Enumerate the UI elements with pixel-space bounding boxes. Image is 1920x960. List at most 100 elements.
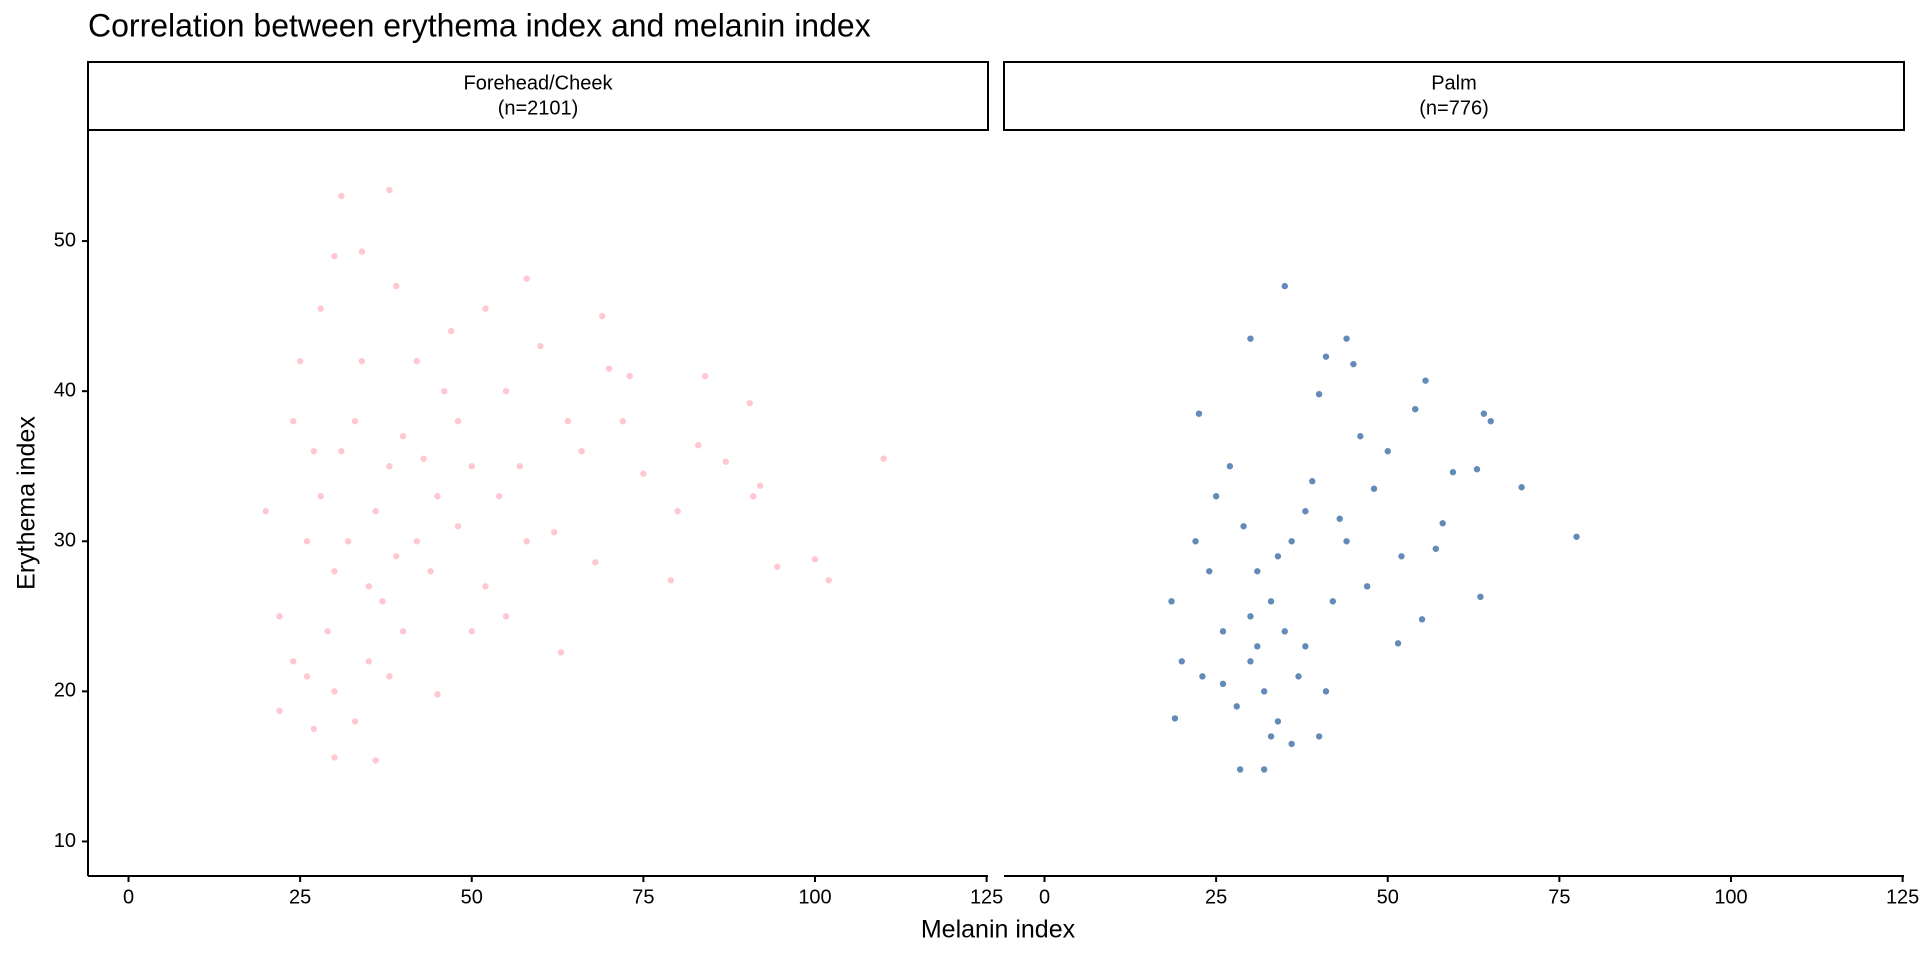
point	[750, 493, 757, 500]
point	[1418, 616, 1426, 623]
point	[351, 417, 359, 425]
point	[386, 673, 393, 680]
point	[365, 658, 372, 665]
point	[1236, 766, 1244, 773]
point	[1322, 353, 1330, 360]
y-tick-label: 10	[54, 830, 76, 852]
point	[399, 628, 407, 635]
point	[1281, 628, 1288, 635]
point	[640, 470, 647, 477]
x-tick-label: 0	[1039, 886, 1050, 908]
point	[1487, 417, 1494, 425]
point	[351, 718, 359, 725]
point	[276, 707, 283, 715]
point	[1449, 469, 1457, 476]
point	[399, 433, 407, 440]
y-tick-label: 30	[54, 530, 76, 552]
point	[331, 754, 338, 761]
point	[344, 538, 352, 545]
point	[1573, 533, 1580, 540]
y-tick-label: 40	[54, 379, 76, 401]
point	[537, 342, 544, 350]
point	[262, 508, 270, 515]
point	[1343, 335, 1350, 342]
point	[482, 583, 489, 590]
point	[1212, 493, 1220, 500]
point	[454, 523, 462, 530]
strip-label: Palm	[1431, 72, 1477, 94]
point	[1384, 448, 1391, 455]
x-tick-label: 25	[289, 886, 311, 908]
point	[310, 725, 318, 733]
point	[1322, 688, 1330, 695]
point	[502, 613, 510, 620]
point	[523, 538, 530, 545]
point	[1329, 598, 1337, 605]
point	[1247, 335, 1254, 342]
point	[358, 357, 366, 365]
point	[420, 455, 427, 462]
point	[523, 275, 530, 282]
point	[1199, 673, 1206, 680]
point	[605, 365, 613, 372]
point	[296, 357, 304, 365]
point	[550, 529, 558, 536]
point	[434, 493, 441, 500]
point	[447, 327, 455, 335]
x-tick-label: 25	[1205, 886, 1227, 908]
point	[598, 312, 606, 320]
point	[578, 448, 585, 455]
strip-label: (n=776)	[1419, 97, 1489, 119]
x-tick-label: 0	[123, 886, 134, 908]
point	[1315, 390, 1323, 398]
x-axis-title: Melanin index	[921, 916, 1076, 944]
point	[1219, 680, 1227, 688]
point	[303, 673, 311, 680]
point	[338, 448, 345, 455]
point	[1357, 433, 1364, 440]
x-tick-label: 100	[798, 886, 831, 908]
point	[496, 493, 503, 500]
y-tick-label: 50	[54, 229, 76, 251]
point	[338, 192, 345, 200]
strip	[1003, 61, 1905, 131]
point	[722, 458, 729, 465]
x-tick-label: 50	[461, 886, 483, 908]
point	[825, 577, 832, 584]
strip-label: Forehead/Cheek	[464, 72, 614, 94]
point	[1432, 545, 1440, 552]
point	[774, 563, 781, 570]
point	[1206, 568, 1213, 575]
point	[427, 568, 434, 575]
point	[365, 583, 372, 590]
point	[592, 559, 599, 566]
point	[1254, 568, 1261, 575]
point	[379, 598, 386, 605]
point	[502, 387, 510, 395]
point	[290, 417, 297, 425]
point	[1302, 508, 1309, 515]
point	[1363, 583, 1371, 590]
x-tick-label: 125	[1886, 886, 1919, 908]
point	[619, 417, 626, 425]
point	[564, 417, 572, 425]
strip-label: (n=2101)	[498, 97, 579, 119]
point	[1274, 718, 1282, 725]
point	[276, 613, 283, 620]
point	[1178, 658, 1186, 665]
point	[1370, 485, 1378, 492]
point	[1343, 538, 1350, 545]
point	[626, 372, 633, 380]
point	[1480, 410, 1488, 417]
point	[1274, 553, 1282, 560]
strip	[87, 61, 989, 131]
point	[1288, 538, 1295, 545]
point	[317, 305, 324, 312]
point	[303, 538, 311, 545]
x-tick-label: 75	[632, 886, 654, 908]
point	[880, 455, 887, 462]
point	[331, 568, 338, 575]
point	[331, 688, 338, 695]
point	[516, 463, 524, 470]
